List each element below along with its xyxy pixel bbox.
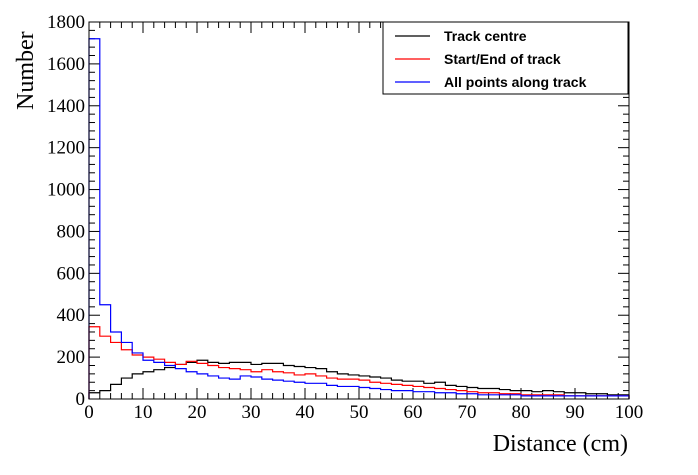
y-tick-label: 1000	[47, 180, 85, 201]
x-tick-label: 0	[84, 402, 94, 423]
legend-label-all-points: All points along track	[444, 74, 587, 90]
x-tick-label: 50	[350, 402, 369, 423]
x-tick-label: 90	[566, 402, 585, 423]
legend-label-track-centre: Track centre	[444, 28, 527, 44]
series-line-all-points-along-track	[88, 38, 630, 399]
tick-labels: 0 10 20 30 40 50 60 70 80 90 100020040060080010001…	[47, 12, 643, 423]
x-tick-label: 100	[615, 402, 644, 423]
y-axis-title: Number	[13, 31, 39, 110]
series-line-track-centre	[88, 359, 630, 399]
x-tick-label: 80	[512, 402, 531, 423]
legend: Track centre Start/End of track All poin…	[382, 21, 629, 95]
legend-label-start-end: Start/End of track	[444, 51, 561, 67]
y-tick-label: 0	[76, 389, 86, 410]
y-tick-label: 400	[57, 305, 86, 326]
x-tick-label: 20	[188, 402, 207, 423]
x-axis-title: Distance (cm)	[493, 431, 628, 457]
x-tick-label: 10	[134, 402, 153, 423]
y-tick-label: 1400	[47, 96, 85, 117]
x-tick-label: 30	[242, 402, 261, 423]
y-tick-label: 1600	[47, 54, 85, 75]
y-tick-label: 800	[57, 221, 86, 242]
y-tick-label: 1200	[47, 138, 85, 159]
y-tick-label: 600	[57, 263, 86, 284]
series-layer	[88, 38, 630, 399]
x-tick-label: 60	[404, 402, 423, 423]
x-tick-label: 40	[296, 402, 315, 423]
x-tick-label: 70	[458, 402, 477, 423]
y-tick-label: 200	[57, 347, 86, 368]
y-tick-label: 1800	[47, 12, 85, 33]
plot-frame	[88, 21, 630, 400]
